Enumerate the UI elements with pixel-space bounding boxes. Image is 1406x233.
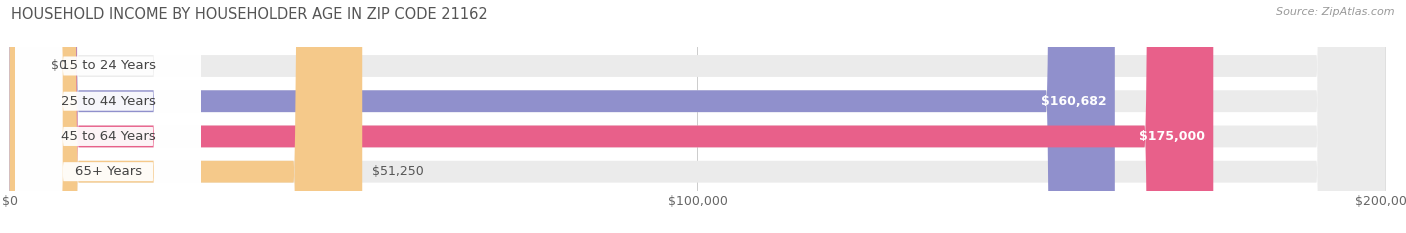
Text: 65+ Years: 65+ Years bbox=[75, 165, 142, 178]
Text: 45 to 64 Years: 45 to 64 Years bbox=[60, 130, 156, 143]
Text: 15 to 24 Years: 15 to 24 Years bbox=[60, 59, 156, 72]
FancyBboxPatch shape bbox=[10, 0, 363, 233]
Text: Source: ZipAtlas.com: Source: ZipAtlas.com bbox=[1277, 7, 1395, 17]
FancyBboxPatch shape bbox=[10, 0, 1213, 233]
FancyBboxPatch shape bbox=[10, 0, 1115, 233]
FancyBboxPatch shape bbox=[15, 0, 201, 233]
Text: $51,250: $51,250 bbox=[371, 165, 423, 178]
FancyBboxPatch shape bbox=[15, 0, 201, 233]
Text: $0: $0 bbox=[51, 59, 67, 72]
FancyBboxPatch shape bbox=[10, 0, 1385, 233]
Text: HOUSEHOLD INCOME BY HOUSEHOLDER AGE IN ZIP CODE 21162: HOUSEHOLD INCOME BY HOUSEHOLDER AGE IN Z… bbox=[11, 7, 488, 22]
FancyBboxPatch shape bbox=[10, 0, 1385, 233]
FancyBboxPatch shape bbox=[10, 0, 1385, 233]
Text: $175,000: $175,000 bbox=[1139, 130, 1205, 143]
Text: 25 to 44 Years: 25 to 44 Years bbox=[60, 95, 156, 108]
FancyBboxPatch shape bbox=[15, 0, 201, 233]
FancyBboxPatch shape bbox=[10, 0, 1385, 233]
FancyBboxPatch shape bbox=[10, 0, 44, 233]
Text: $160,682: $160,682 bbox=[1040, 95, 1107, 108]
FancyBboxPatch shape bbox=[15, 0, 201, 233]
